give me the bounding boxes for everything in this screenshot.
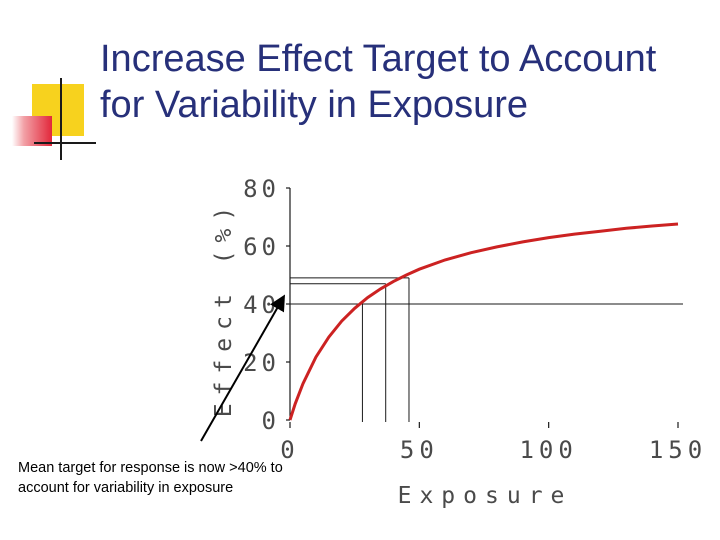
logo-red-bar	[12, 116, 52, 146]
reference-lines	[290, 277, 683, 422]
y-tick-label: 60	[243, 233, 280, 261]
y-tick-label: 20	[243, 349, 280, 377]
slide-title: Increase Effect Target to Account for Va…	[100, 38, 657, 126]
y-tick-label: 80	[243, 175, 280, 203]
x-axis-ticks: 0 50 100 150	[280, 422, 707, 464]
x-axis-title: Exposure	[398, 483, 573, 509]
effect-curve	[288, 222, 679, 421]
x-tick-label: 100	[519, 436, 577, 464]
y-tick-label: 0	[262, 407, 280, 435]
x-tick-label: 150	[649, 436, 707, 464]
logo-vertical-line	[60, 78, 62, 160]
x-tick-label: 50	[400, 436, 439, 464]
logo-horizontal-line	[34, 142, 96, 144]
caption-text: Mean target for response is now >40% to …	[18, 460, 283, 496]
annotation-arrow	[200, 294, 285, 442]
y-axis-title: Effect (%)	[211, 199, 237, 417]
x-tick-label: 0	[280, 436, 299, 464]
chart-panel: 0 20 40 60 80 0 50 100 150 Effect (%) Exposure	[193, 150, 715, 525]
